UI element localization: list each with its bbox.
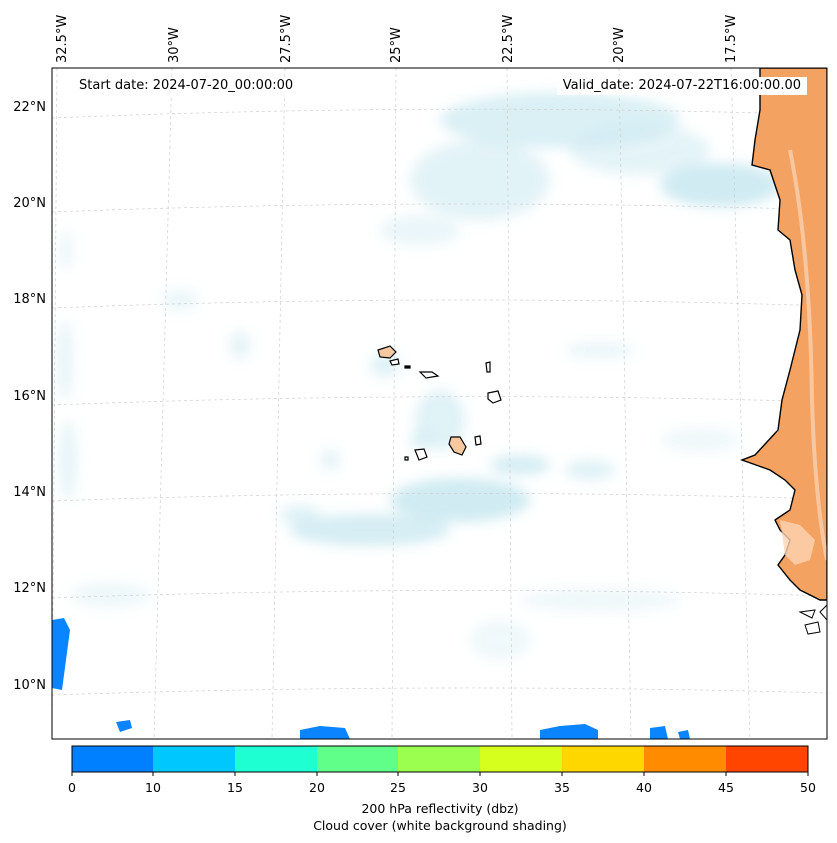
cape-verde-islands: [377, 345, 502, 461]
africa-coast: [739, 68, 827, 635]
colorbar-tick: 35: [554, 780, 570, 795]
map-frame: [51, 67, 828, 740]
lat-label: 18°N: [13, 292, 46, 307]
valid-date-label: Valid_date: 2024-07-22T16:00:00.00: [556, 77, 807, 95]
colorbar-label-line1: 200 hPa reflectivity (dbz): [361, 801, 518, 816]
lon-label: 27.5°W: [279, 15, 294, 63]
lat-label: 14°N: [13, 485, 46, 500]
colorbar-tick: 30: [472, 780, 488, 795]
colorbar-frame: [71, 745, 809, 773]
colorbar-segment: [480, 746, 562, 772]
lat-label: 16°N: [13, 389, 46, 404]
lat-label: 10°N: [13, 678, 46, 693]
lon-label: 20°W: [612, 27, 627, 63]
colorbar-tick: 10: [145, 780, 161, 795]
lat-label: 12°N: [13, 581, 46, 596]
colorbar-label-line2: Cloud cover (white background shading): [313, 818, 567, 833]
lon-label: 32.5°W: [55, 15, 70, 63]
lon-label: 22.5°W: [501, 15, 516, 63]
colorbar-tick: 45: [718, 780, 734, 795]
lat-label: 20°N: [13, 196, 46, 211]
colorbar-segment: [235, 746, 317, 772]
lon-label: 17.5°W: [724, 15, 739, 63]
colorbar-tick: 15: [227, 780, 243, 795]
colorbar-segment: [317, 746, 399, 772]
colorbar-tick: 20: [309, 780, 325, 795]
colorbar-tick: 25: [390, 780, 406, 795]
colorbar-segment: [72, 746, 154, 772]
colorbar-tick: 0: [68, 780, 76, 795]
lat-label: 22°N: [13, 100, 46, 115]
colorbar-tick: 50: [800, 780, 816, 795]
colorbar-segment: [726, 746, 808, 772]
colorbar: 0 10 15 20 25 30 35 40 45 50 200 hPa ref…: [68, 745, 816, 833]
colorbar-segment: [562, 746, 644, 772]
reflectivity-cells: [52, 618, 690, 739]
colorbar-segment: [153, 746, 235, 772]
colorbar-segment: [398, 746, 480, 772]
lon-label: 25°W: [389, 27, 404, 63]
colorbar-segment: [644, 746, 726, 772]
longitude-labels: 32.5°W 30°W 27.5°W 25°W 22.5°W 20°W 17.5…: [55, 15, 739, 63]
latitude-labels: 22°N 20°N 18°N 16°N 14°N 12°N 10°N: [13, 100, 46, 693]
lon-label: 30°W: [167, 27, 182, 63]
colorbar-tick: 40: [636, 780, 652, 795]
start-date-label: Start date: 2024-07-20_00:00:00: [73, 77, 300, 95]
